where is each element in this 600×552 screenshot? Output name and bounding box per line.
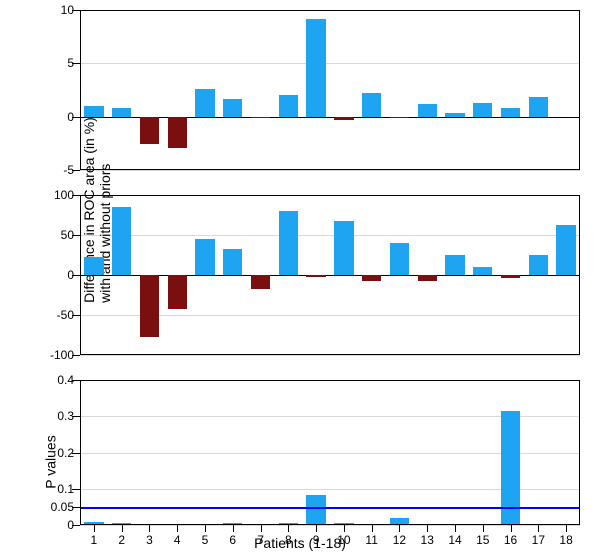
panel2 xyxy=(80,195,580,355)
xtick xyxy=(94,525,95,532)
panel3: 123456789101112131415161718 xyxy=(80,380,580,525)
xtick xyxy=(566,525,567,532)
xtick xyxy=(372,525,373,532)
yticklabel: -5 xyxy=(34,163,74,177)
xtick xyxy=(122,525,123,532)
panel1 xyxy=(80,10,580,170)
figure: Difference in ROC area (in %)with and wi… xyxy=(0,0,600,551)
xtick xyxy=(261,525,262,532)
xtick xyxy=(233,525,234,532)
xtick xyxy=(288,525,289,532)
xtick xyxy=(399,525,400,532)
xtick xyxy=(344,525,345,532)
yticklabel: 0.1 xyxy=(34,482,74,496)
yticklabel: 0.2 xyxy=(34,446,74,460)
axes-box xyxy=(80,380,580,525)
gridline xyxy=(80,355,580,356)
axes-box xyxy=(80,10,580,170)
yticklabel: 0 xyxy=(34,518,74,532)
xlabel: Patients (1-18) xyxy=(0,535,600,551)
yticklabel: -50 xyxy=(34,308,74,322)
yticklabel: 0 xyxy=(34,268,74,282)
xtick xyxy=(427,525,428,532)
yticklabel: 0.05 xyxy=(34,500,74,514)
yticklabel: 0 xyxy=(34,110,74,124)
yticklabel: 50 xyxy=(34,228,74,242)
xtick xyxy=(455,525,456,532)
yticklabel: 10 xyxy=(34,3,74,17)
xtick xyxy=(511,525,512,532)
xtick xyxy=(316,525,317,532)
xtick xyxy=(538,525,539,532)
ylabel-bottom-text: P values xyxy=(43,435,59,488)
yticklabel: 5 xyxy=(34,56,74,70)
yticklabel: 0.4 xyxy=(34,373,74,387)
xtick xyxy=(149,525,150,532)
gridline xyxy=(80,170,580,171)
yticklabel: 0.3 xyxy=(34,409,74,423)
gridline xyxy=(80,525,580,526)
axes-box xyxy=(80,195,580,355)
xtick xyxy=(483,525,484,532)
yticklabel: 100 xyxy=(34,188,74,202)
xtick xyxy=(177,525,178,532)
yticklabel: -100 xyxy=(34,348,74,362)
xtick xyxy=(205,525,206,532)
